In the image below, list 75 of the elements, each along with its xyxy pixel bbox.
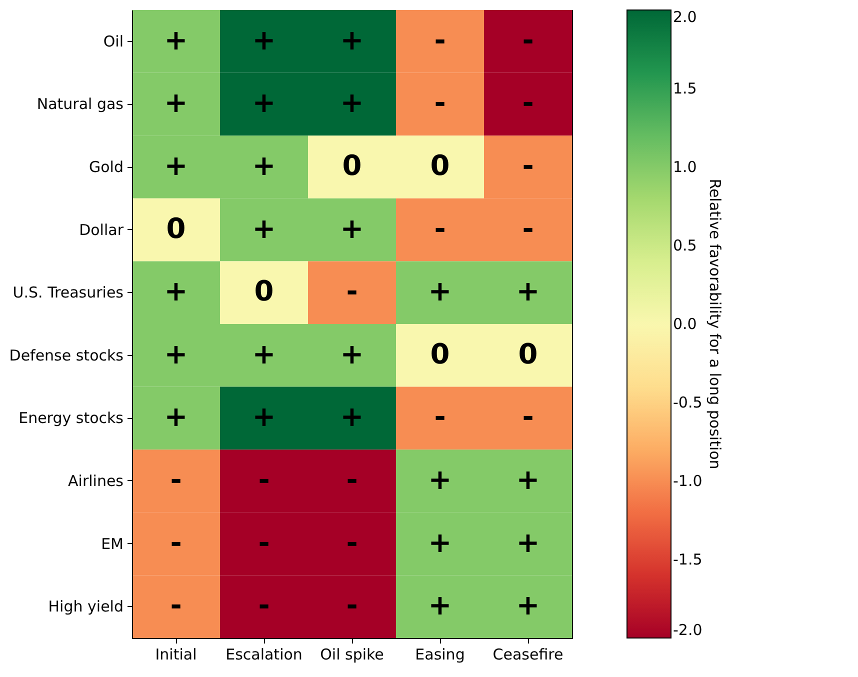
data-label: -	[434, 212, 446, 245]
x-tick-label: Escalation	[226, 646, 302, 664]
color-bar-label: -1.5	[673, 550, 702, 568]
data-label: -	[434, 23, 446, 56]
color-bar-label: -0.5	[673, 394, 702, 412]
y-tick-label: EM	[101, 534, 124, 553]
data-label: +	[252, 149, 276, 182]
y-tick-label: Oil	[103, 32, 124, 50]
data-label: +	[340, 400, 364, 434]
data-label: -	[170, 463, 182, 496]
data-label: -	[434, 400, 446, 434]
y-tick-label: Dollar	[79, 220, 124, 239]
data-label: +	[164, 23, 188, 56]
data-label: +	[164, 400, 188, 434]
color-bar-label: -2.0	[673, 621, 702, 639]
data-label: 0	[254, 274, 274, 308]
data-label: +	[164, 86, 188, 120]
x-tick-label: Oil spike	[320, 646, 384, 664]
data-label: +	[340, 337, 364, 370]
data-label: -	[170, 526, 182, 559]
data-label: 0	[166, 212, 186, 245]
data-label: +	[252, 337, 276, 370]
x-tick-label: Initial	[155, 646, 197, 664]
data-label: +	[164, 337, 188, 370]
data-label: 0	[518, 337, 538, 370]
data-label: -	[258, 526, 270, 559]
y-tick-label: Natural gas	[36, 95, 124, 114]
y-tick-label: Gold	[89, 158, 124, 176]
y-tick-label: Energy stocks	[18, 409, 124, 428]
data-label: +	[164, 149, 188, 182]
data-label: -	[522, 212, 534, 245]
data-label: -	[258, 588, 270, 622]
data-label: -	[434, 86, 446, 120]
data-label: +	[252, 400, 276, 434]
data-label: +	[516, 274, 540, 308]
color-bar-label: 1.5	[673, 80, 697, 98]
data-label: +	[164, 274, 188, 308]
data-label: +	[428, 463, 452, 496]
data-label: +	[428, 526, 452, 559]
color-bar-title: Relative favorability for a long position	[706, 178, 724, 470]
data-label: +	[252, 86, 276, 120]
x-tick-label: Ceasefire	[492, 646, 564, 664]
y-tick-label: U.S. Treasuries	[12, 284, 124, 302]
data-label: -	[522, 149, 534, 182]
data-label: -	[346, 274, 358, 308]
data-label: -	[522, 23, 534, 56]
data-label: +	[252, 212, 276, 245]
data-label: +	[428, 274, 452, 308]
x-tick-label: Easing	[415, 646, 465, 664]
data-label: +	[340, 86, 364, 120]
data-label: -	[346, 526, 358, 559]
color-bar-label: 0.5	[673, 236, 697, 254]
y-tick-label: Defense stocks	[9, 346, 124, 364]
color-bar-label: 2.0	[673, 8, 697, 26]
y-tick-label: High yield	[48, 598, 124, 616]
data-label: +	[340, 212, 364, 245]
color-bar-label: -1.0	[673, 472, 702, 490]
color-bar-label: 1.0	[673, 158, 697, 176]
data-label: +	[516, 463, 540, 496]
data-label: -	[346, 588, 358, 622]
data-label: 0	[342, 149, 362, 182]
data-label: +	[252, 23, 276, 56]
data-label: -	[522, 86, 534, 120]
color-bar-label: 0.0	[673, 315, 697, 333]
data-label: +	[516, 588, 540, 622]
data-label: 0	[430, 149, 450, 182]
data-label: +	[428, 588, 452, 622]
data-label: +	[516, 526, 540, 559]
y-tick-label: Airlines	[68, 472, 124, 490]
data-label: -	[258, 463, 270, 496]
data-label: -	[522, 400, 534, 434]
data-label: -	[346, 463, 358, 496]
data-label: -	[170, 588, 182, 622]
data-label: +	[340, 23, 364, 56]
data-label: 0	[430, 337, 450, 370]
